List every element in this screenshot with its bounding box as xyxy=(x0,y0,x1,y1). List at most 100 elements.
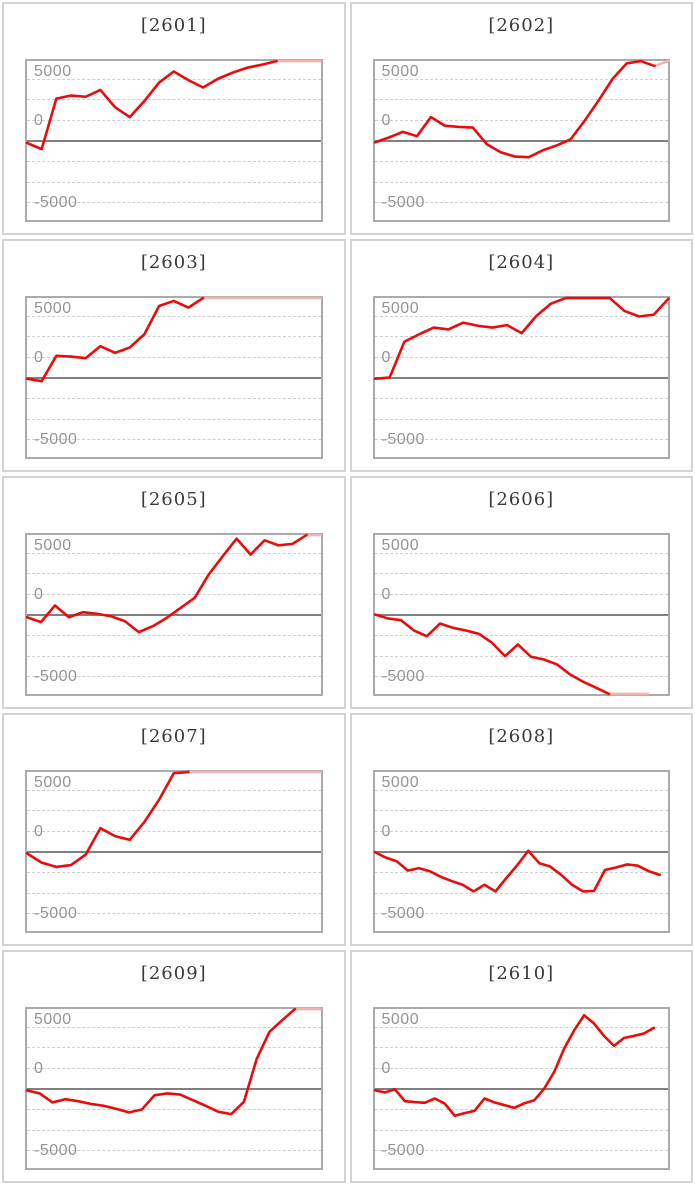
y-label-5000: 5000 xyxy=(34,300,72,317)
gridline xyxy=(374,181,668,183)
line-chart xyxy=(375,1009,669,1168)
gridline xyxy=(374,593,668,595)
gridline xyxy=(374,1047,668,1049)
y-label-5000: 5000 xyxy=(34,63,72,80)
gridline xyxy=(374,356,668,358)
chart-title: [2604] xyxy=(488,252,555,273)
gridline xyxy=(374,119,668,121)
chart-title: [2601] xyxy=(140,15,207,36)
gridline xyxy=(374,1109,668,1110)
y-label-5000: 5000 xyxy=(34,774,72,791)
gridline xyxy=(27,676,321,678)
gridline xyxy=(374,789,668,791)
chart-title: [2610] xyxy=(488,963,555,984)
y-label-neg5000: -5000 xyxy=(381,1141,425,1159)
gridline xyxy=(374,1129,668,1131)
chart-panel-2607: [2607] 5000 0 -5000 xyxy=(2,713,346,946)
gridline xyxy=(27,655,321,657)
zero-line xyxy=(374,376,668,379)
chart-title: [2607] xyxy=(140,726,207,747)
gridline xyxy=(374,78,668,80)
series-line xyxy=(27,1009,295,1114)
chart-panel-2602: [2602] 5000 0 -5000 xyxy=(349,2,693,235)
line-chart xyxy=(27,1009,321,1168)
line-chart xyxy=(27,298,321,457)
series-line xyxy=(27,298,203,381)
gridline xyxy=(374,1026,668,1028)
gridline xyxy=(27,593,321,595)
chart-title: [2606] xyxy=(488,489,555,510)
gridline xyxy=(27,872,321,873)
y-label-neg5000: -5000 xyxy=(381,193,425,211)
gridline xyxy=(27,418,321,420)
gridline xyxy=(374,552,668,554)
gridline xyxy=(27,1129,321,1131)
y-label-neg5000: -5000 xyxy=(381,904,425,922)
y-label-neg5000: -5000 xyxy=(34,667,78,685)
line-chart xyxy=(375,298,669,457)
series-line xyxy=(375,61,655,157)
line-chart xyxy=(375,772,669,931)
gridline xyxy=(27,635,321,636)
zero-line xyxy=(27,850,321,853)
zero-line xyxy=(374,613,668,616)
y-label-neg5000: -5000 xyxy=(34,1141,78,1159)
gridline xyxy=(374,872,668,873)
chart-panel-2610: [2610] 5000 0 -5000 xyxy=(349,950,693,1183)
chart-panel-2606: [2606] 5000 0 -5000 xyxy=(349,476,693,709)
gridline xyxy=(27,181,321,183)
gridline xyxy=(27,161,321,162)
gridline xyxy=(27,810,321,812)
plot-area: 5000 0 -5000 xyxy=(373,770,670,933)
y-label-0: 0 xyxy=(381,823,391,841)
gridline xyxy=(374,99,668,101)
plot-area: 5000 0 -5000 xyxy=(25,770,323,933)
gridline xyxy=(374,830,668,832)
gridline xyxy=(374,315,668,317)
y-label-0: 0 xyxy=(381,1060,391,1078)
gridline xyxy=(374,676,668,678)
gridline xyxy=(374,635,668,636)
plot-area: 5000 0 -5000 xyxy=(373,1007,670,1170)
gridline xyxy=(27,1109,321,1110)
plot-area: 5000 0 -5000 xyxy=(25,59,323,222)
plot-area: 5000 0 -5000 xyxy=(373,296,671,459)
y-label-0: 0 xyxy=(381,586,391,604)
line-chart xyxy=(27,772,321,931)
y-label-neg5000: -5000 xyxy=(34,904,78,922)
gridline xyxy=(27,552,321,554)
y-label-0: 0 xyxy=(34,112,44,130)
chart-panel-2609: [2609] 5000 0 -5000 xyxy=(2,950,346,1183)
gridline xyxy=(27,913,321,915)
y-label-0: 0 xyxy=(34,586,44,604)
y-label-neg5000: -5000 xyxy=(34,193,78,211)
zero-line xyxy=(27,139,321,142)
gridline xyxy=(374,336,668,338)
gridline xyxy=(374,418,668,420)
gridline xyxy=(27,119,321,121)
zero-line xyxy=(27,1087,321,1090)
chart-title: [2602] xyxy=(488,15,555,36)
y-label-neg5000: -5000 xyxy=(381,667,425,685)
gridline xyxy=(374,1067,668,1069)
chart-panel-2604: [2604] 5000 0 -5000 xyxy=(349,239,693,472)
gridline xyxy=(27,789,321,791)
chart-title: [2608] xyxy=(488,726,555,747)
gridline xyxy=(27,892,321,894)
y-label-5000: 5000 xyxy=(34,537,72,554)
gridline xyxy=(374,655,668,657)
gridline xyxy=(374,810,668,812)
chart-title: [2605] xyxy=(140,489,207,510)
gridline xyxy=(374,439,668,441)
line-chart xyxy=(27,61,321,220)
gridline xyxy=(374,398,668,399)
zero-line xyxy=(374,1087,668,1090)
line-chart xyxy=(375,61,669,220)
y-label-5000: 5000 xyxy=(381,300,420,317)
gridline xyxy=(27,573,321,575)
series-line xyxy=(375,298,669,379)
y-label-0: 0 xyxy=(34,823,44,841)
series-line xyxy=(375,615,609,694)
gridline xyxy=(27,398,321,399)
